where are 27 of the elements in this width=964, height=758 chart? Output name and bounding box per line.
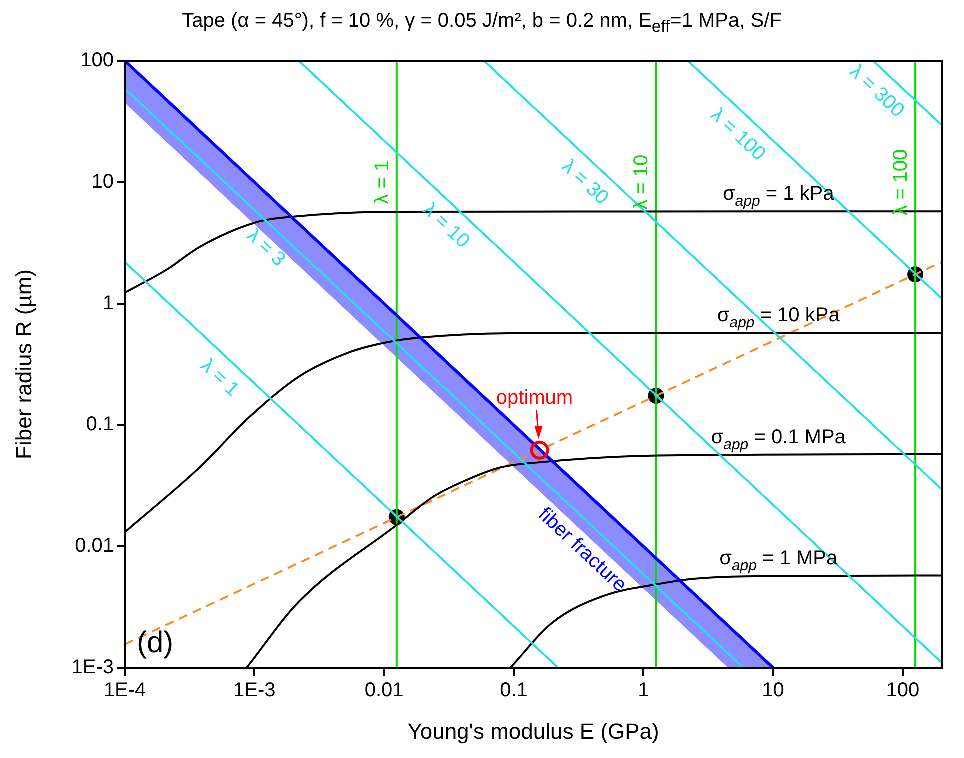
text: λ = 1 [196, 354, 244, 401]
x-tick-label: 1 [638, 680, 650, 702]
y-tick-label: 1E-3 [72, 656, 114, 679]
x-tick-label: 10 [762, 680, 784, 702]
y-tick-label: 0.1 [86, 414, 114, 436]
text: λ = 3 [242, 224, 290, 271]
x-tick-label: 0.01 [364, 680, 404, 702]
x-tick-label: 0.1 [500, 680, 528, 702]
y-tick-label: 10 [92, 170, 114, 193]
x-tick-label: 1E-3 [234, 680, 276, 702]
y-tick-label: 100 [80, 50, 114, 72]
x-axis-title: Young's modulus E (GPa) [408, 718, 660, 744]
text: λ = 1 [371, 160, 394, 204]
text: λ = 300 [845, 60, 909, 122]
text: λ = 100 [706, 104, 770, 166]
text: λ = 10 [630, 154, 653, 210]
x-tick-label: 100 [886, 680, 920, 702]
text: λ = 30 [558, 156, 613, 210]
annotation: (d) [137, 626, 174, 660]
annotation: optimum [496, 386, 574, 409]
x-tick-label: 1E-4 [104, 680, 146, 702]
chart-title: Tape (α = 45°), f = 10 %, γ = 0.05 J/m², b = 0.2 nm, E$_{eff}$=1 MPa, S/F [181, 10, 783, 37]
text: λ = 10 [418, 198, 474, 253]
text: λ = 100 [890, 149, 912, 216]
y-axis-title: Fiber radius R (µm) [11, 270, 36, 460]
y-tick-label: 1 [102, 292, 114, 314]
y-tick-label: 0.01 [75, 535, 114, 558]
